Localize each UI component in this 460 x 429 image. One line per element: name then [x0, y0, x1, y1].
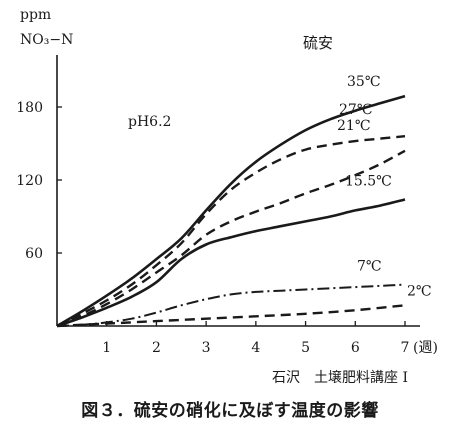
x-tick-label: 3: [202, 340, 211, 356]
chart-title: 硫安: [303, 34, 333, 52]
ph-condition-label: pH6.2: [128, 114, 171, 130]
y-axis-quantity-label: NO₃−N: [20, 32, 73, 48]
source-citation: 石沢 土壌肥料講座 I: [272, 370, 408, 386]
series-labels: 35℃ 27℃21℃ 15.5℃ 7℃ 2℃: [337, 74, 432, 299]
series-line-2: [56, 135, 406, 328]
series-line-4: [56, 198, 406, 328]
series-line-3: [56, 149, 406, 328]
x-tick-label: 4: [251, 340, 260, 356]
series-line-5: [56, 283, 406, 327]
figure-caption: 図３．硫安の硝化に及ぼす温度の影響: [81, 401, 379, 421]
series-label-1: 35℃: [347, 74, 380, 90]
series-line-6: [56, 304, 406, 328]
series-label-6: 2℃: [407, 283, 432, 299]
x-tick-label: 2: [152, 340, 161, 356]
x-tick-label: 6: [351, 340, 360, 356]
axis-ticks: 1 2 3 4 5 6 7 60 120 180: [16, 100, 409, 356]
series-label-5: 7℃: [357, 259, 382, 275]
x-axis-unit-label: (週): [413, 340, 438, 356]
series-label-3: 21℃: [337, 118, 370, 134]
series-label-4: 15.5℃: [345, 173, 392, 189]
series-label-2: 27℃: [339, 102, 372, 118]
x-tick-label: 7: [401, 340, 410, 356]
y-tick-label: 180: [16, 100, 43, 116]
y-axis-unit-label: ppm: [20, 7, 51, 23]
y-tick-label: 60: [25, 246, 43, 262]
series-line-1: [56, 94, 406, 328]
x-tick-label: 5: [301, 340, 310, 356]
series-layer: [56, 94, 406, 328]
x-tick-label: 1: [102, 340, 111, 356]
y-tick-label: 120: [16, 173, 43, 189]
